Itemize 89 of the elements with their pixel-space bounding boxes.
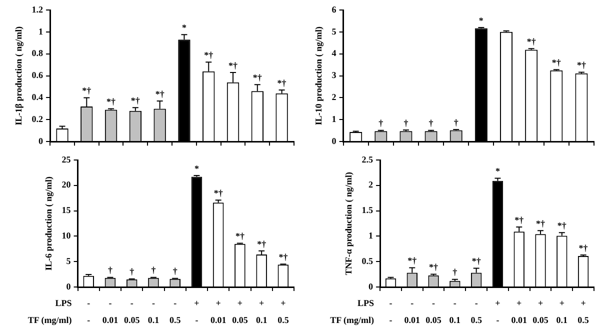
data-label: *† xyxy=(155,88,165,99)
y-tick-label: 2 xyxy=(332,92,337,102)
y-tick-label: 1 xyxy=(332,114,337,124)
x-tick-label: + 0.05 xyxy=(532,298,549,325)
y-tick-label: 0 xyxy=(332,136,337,146)
y-tick-label: 20 xyxy=(62,180,72,190)
data-label: *† xyxy=(214,188,224,198)
y-tick-label: 0.8 xyxy=(32,48,44,58)
y-tick-label: 1 xyxy=(368,230,374,241)
y-axis-title: IL-1β production ( ng/ml) xyxy=(14,26,24,126)
x-tick-label: + - xyxy=(194,298,200,325)
y-tick-label: 5 xyxy=(66,256,72,266)
data-label: *† xyxy=(557,220,567,230)
y-tick-label: 0.5 xyxy=(362,256,374,266)
data-label: † xyxy=(130,266,135,277)
y-tick-label: 3 xyxy=(332,70,337,80)
y-tick-label: 10 xyxy=(62,230,72,241)
y-tick-label: 0.4 xyxy=(32,92,44,102)
data-label: *† xyxy=(472,256,482,266)
data-label: † xyxy=(452,267,458,278)
data-label: *† xyxy=(257,238,267,249)
x-tick-label: - 0.05 xyxy=(426,298,442,325)
x-tick-label: - 0.1 xyxy=(449,298,462,325)
data-label: † xyxy=(108,265,113,276)
y-tick-label: 0.6 xyxy=(32,70,44,80)
text: LPS xyxy=(358,298,374,308)
y-tick-label: 2.5 xyxy=(362,154,374,164)
data-label: *† xyxy=(536,218,546,228)
data-label: *† xyxy=(204,50,214,60)
y-tick-label: 6 xyxy=(332,4,337,14)
text: TF (mg/ml) xyxy=(28,314,72,325)
x-tick-label: + 0.1 xyxy=(256,298,268,325)
y-tick-label: 0 xyxy=(66,281,72,292)
data-label: *† xyxy=(578,242,588,253)
y-tick-label: 1 xyxy=(38,26,44,36)
x-tick-label: - 0.5 xyxy=(169,298,182,325)
y-tick-label: 1.5 xyxy=(362,205,374,216)
data-label: *† xyxy=(252,72,262,82)
y-axis-title: IL-6 production ( ng/ml) xyxy=(44,176,54,271)
data-label: *† xyxy=(429,262,439,272)
y-tick-label: 0.2 xyxy=(32,114,44,124)
data-label: *† xyxy=(106,96,116,107)
data-label: † xyxy=(454,117,459,128)
y-axis-title: TNF-α production ( ng/ml) xyxy=(344,172,354,276)
y-tick-label: 25 xyxy=(62,154,72,164)
data-label: *† xyxy=(278,252,288,262)
data-label: *† xyxy=(235,231,245,242)
data-label: *† xyxy=(130,95,140,106)
data-label: † xyxy=(378,118,384,128)
data-label: *† xyxy=(514,214,524,225)
x-tick-label: + 0.5 xyxy=(278,298,290,325)
x-tick-label: + 0.01 xyxy=(511,298,528,325)
y-tick-label: 1.2 xyxy=(32,4,44,14)
x-tick-label: - 0.01 xyxy=(102,298,119,325)
y-tick-label: 0 xyxy=(38,136,44,146)
data-label: * xyxy=(194,163,200,174)
x-tick-label: + 0.01 xyxy=(210,298,227,325)
x-tick-label: + 0.1 xyxy=(556,298,568,325)
data-label: *† xyxy=(228,60,238,70)
data-label: *† xyxy=(82,86,92,96)
data-label: † xyxy=(172,266,178,276)
data-label: * xyxy=(182,22,187,33)
x-tick-label: - - xyxy=(87,298,90,325)
y-tick-label: 5 xyxy=(332,26,337,36)
data-label: *† xyxy=(576,60,586,70)
data-label: † xyxy=(404,118,409,128)
x-tick-label: - - xyxy=(389,298,392,325)
data-label: *† xyxy=(277,78,287,88)
x-tick-label: - 0.01 xyxy=(404,298,421,325)
data-label: † xyxy=(151,265,156,276)
data-label: *† xyxy=(408,256,418,266)
x-tick-label: + 0.5 xyxy=(578,298,590,325)
x-tick-label: + 0.05 xyxy=(232,298,248,325)
data-label: *† xyxy=(526,36,536,46)
text: LPS xyxy=(55,298,72,308)
data-label: † xyxy=(428,118,434,128)
x-tick-label: - 0.5 xyxy=(470,298,482,325)
y-tick-label: 0 xyxy=(368,281,374,292)
data-label: * xyxy=(495,166,500,176)
x-tick-label: - 0.1 xyxy=(148,298,160,325)
y-tick-label: 15 xyxy=(62,205,72,216)
data-label: * xyxy=(478,15,484,26)
data-label: *† xyxy=(552,57,562,68)
x-tick-label: + - xyxy=(495,298,500,325)
y-tick-label: 4 xyxy=(332,48,337,58)
y-tick-label: 2 xyxy=(368,180,374,190)
y-axis-title: IL-10 production ( ng/ml) xyxy=(314,26,324,126)
text: TF (mg/ml) xyxy=(330,314,374,325)
x-tick-label: - 0.05 xyxy=(124,298,140,325)
